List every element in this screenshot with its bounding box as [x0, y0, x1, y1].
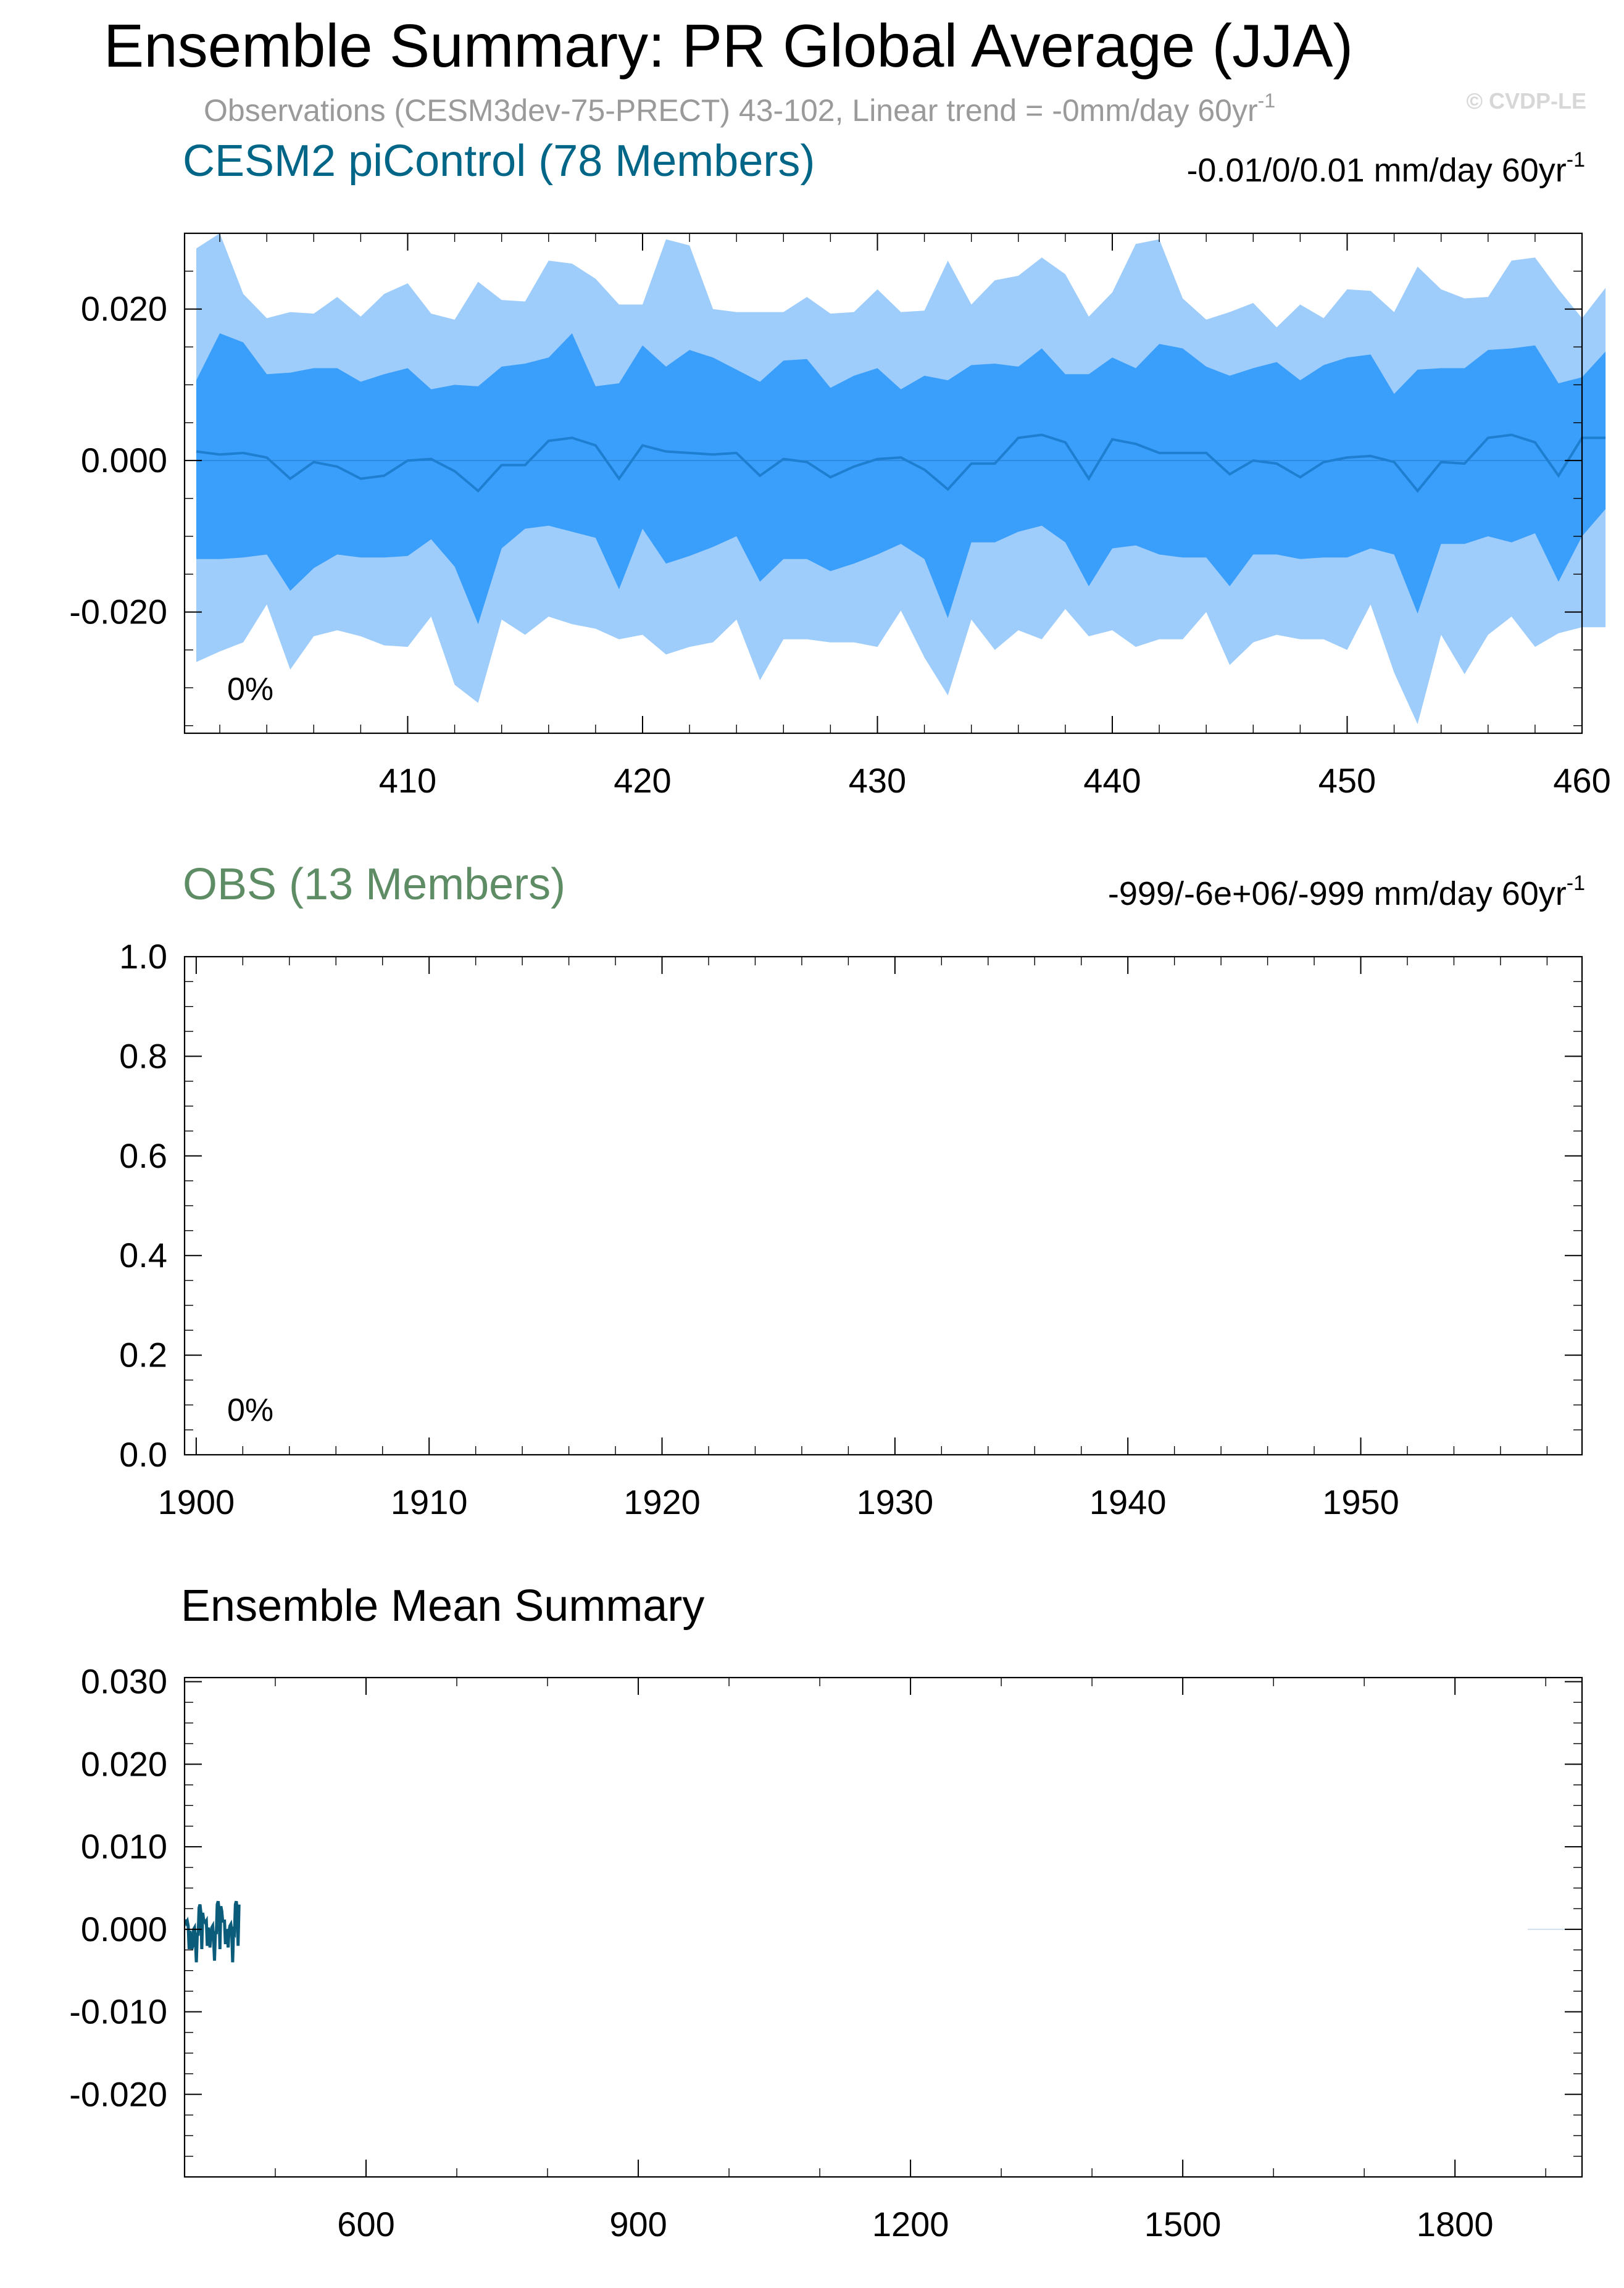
y-tick-label: 0.010 — [81, 1827, 167, 1866]
panel-title: OBS (13 Members) — [183, 860, 565, 909]
trend-label-sup: -1 — [1567, 872, 1585, 895]
x-tick-label: 420 — [614, 761, 671, 800]
plot-frame — [183, 955, 1583, 1456]
ensemble-mean-summary-line — [184, 1900, 241, 1963]
axes: 1900 1910 1920 1930 1940 1950 1.0 0.8 0.6 0.4 0.2 0… — [119, 937, 1582, 1521]
plot-area: 410 420 430 440 450 460 0.020 0.000 -0.020 — [69, 232, 1611, 800]
y-tick-label: 0.6 — [119, 1136, 167, 1175]
y-tick-label: 0.020 — [81, 1744, 167, 1783]
watermark: © CVDP-LE — [1466, 88, 1586, 114]
y-tick-label: -0.010 — [69, 1992, 167, 2031]
x-tick-label: 600 — [337, 2205, 394, 2244]
y-tick-label: 0.0 — [119, 1435, 167, 1474]
x-tick-label: 430 — [849, 761, 906, 800]
x-tick-label: 1900 — [158, 1483, 235, 1521]
panel-obs: OBS (13 Members) -999/-6e+06/-999 mm/day… — [119, 860, 1585, 1521]
plot-area: 1900 1910 1920 1930 1940 1950 1.0 0.8 0.6 0.4 0.2 0… — [119, 937, 1583, 1521]
panel-ensemble-mean-summary: Ensemble Mean Summary 600 900 1200 1500 1800… — [69, 1581, 1583, 2244]
y-tick-label: 0.030 — [81, 1662, 167, 1701]
percent-label: 0% — [227, 1392, 273, 1428]
plot-area: 600 900 1200 1500 1800 0.030 0.020 0.010 0.000 -0… — [69, 1662, 1583, 2244]
figure-subtitle-sup: -1 — [1258, 89, 1275, 112]
y-tick-label: 0.020 — [81, 289, 167, 328]
x-tick-label: 900 — [609, 2205, 667, 2244]
y-tick-label: 0.2 — [119, 1336, 167, 1375]
axes: 600 900 1200 1500 1800 0.030 0.020 0.010 0.000 -0… — [69, 1662, 1582, 2244]
trend-label-text: -0.01/0/0.01 mm/day 60yr — [1186, 152, 1566, 189]
trend-label-text: -999/-6e+06/-999 mm/day 60yr — [1108, 875, 1567, 912]
x-tick-label: 1940 — [1089, 1483, 1167, 1521]
y-tick-label: -0.020 — [69, 2074, 167, 2113]
ensemble-mean-line — [196, 433, 1606, 493]
x-tick-label: 410 — [379, 761, 436, 800]
axes: 410 420 430 440 450 460 0.020 0.000 -0.020 — [69, 233, 1611, 800]
x-tick-label: 460 — [1553, 761, 1610, 800]
trend-label: -0.01/0/0.01 mm/day 60yr-1 — [1186, 148, 1585, 189]
y-tick-label: 0.8 — [119, 1036, 167, 1075]
plot-frame — [183, 1676, 1583, 2178]
x-tick-label: 1500 — [1144, 2205, 1222, 2244]
x-tick-label: 1200 — [872, 2205, 949, 2244]
y-tick-label: 0.000 — [81, 441, 167, 480]
trend-label-sup: -1 — [1567, 148, 1585, 172]
y-tick-label: 0.4 — [119, 1236, 167, 1275]
x-tick-label: 1930 — [857, 1483, 934, 1521]
x-tick-label: 1920 — [623, 1483, 701, 1521]
y-tick-label: 0.000 — [81, 1910, 167, 1949]
x-tick-label: 440 — [1083, 761, 1141, 800]
plot-frame — [183, 232, 1583, 734]
band-10-90 — [196, 333, 1606, 625]
x-tick-label: 1800 — [1417, 2205, 1494, 2244]
panel-cesm2-picontrol: CESM2 piControl (78 Members) -0.01/0/0.0… — [69, 136, 1611, 800]
y-tick-label: 1.0 — [119, 937, 167, 976]
percent-label: 0% — [227, 672, 273, 707]
figure-subtitle: Observations (CESM3dev-75-PRECT) 43-102,… — [204, 89, 1275, 128]
x-tick-label: 1910 — [391, 1483, 468, 1521]
figure-title: Ensemble Summary: PR Global Average (JJA… — [104, 12, 1353, 80]
x-tick-label: 1950 — [1322, 1483, 1399, 1521]
panel-title: CESM2 piControl (78 Members) — [183, 136, 815, 186]
y-tick-label: -0.020 — [69, 593, 167, 631]
figure-subtitle-text: Observations (CESM3dev-75-PRECT) 43-102,… — [204, 93, 1258, 128]
x-tick-label: 450 — [1318, 761, 1376, 800]
trend-label: -999/-6e+06/-999 mm/day 60yr-1 — [1108, 872, 1585, 912]
panel-title: Ensemble Mean Summary — [181, 1581, 704, 1631]
